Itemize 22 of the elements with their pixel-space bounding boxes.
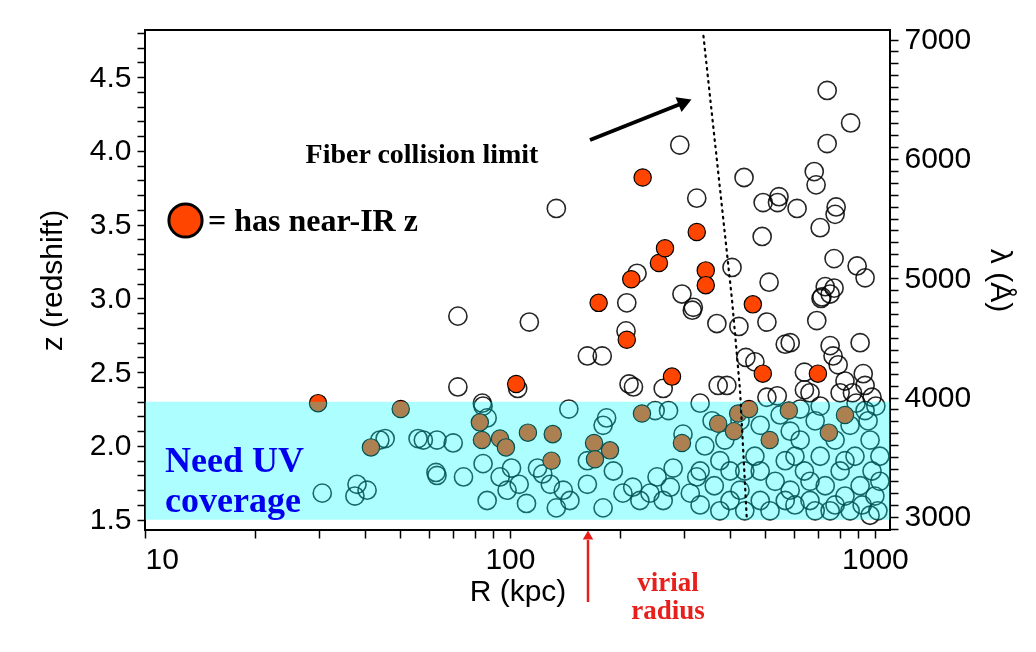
y-tick-label: 4.0 [89,133,132,167]
y-tick-label: 4.5 [89,59,132,93]
x-tick-label: 100 [485,541,536,575]
band-label: Need UV coverage [165,439,304,520]
text: virial radius [631,567,705,625]
y2-tick-label: 6000 [904,141,972,175]
y2-tick-label: 3000 [904,499,972,533]
y-axis-title: z (redshift) [34,209,68,352]
annotation: Fiber collision limit [305,138,540,169]
x-tick-label: 1000 [842,541,909,575]
y-tick-label: 3.5 [89,207,132,241]
y2-tick-label: 5000 [904,260,972,294]
y-tick-label: 2.0 [89,428,132,462]
y-tick-label: 1.5 [89,502,132,536]
y-tick-label: 2.5 [89,354,132,388]
y2-tick-label: 7000 [904,22,972,56]
legend-label: = has near-IR z [208,201,418,238]
y-tick-label: 3.0 [89,280,132,314]
x-axis-title: R (kpc) [469,573,567,607]
y2-axis-title: λ (Å) [985,248,1019,313]
y2-tick-label: 4000 [904,380,972,414]
x-tick-label: 10 [145,541,179,575]
